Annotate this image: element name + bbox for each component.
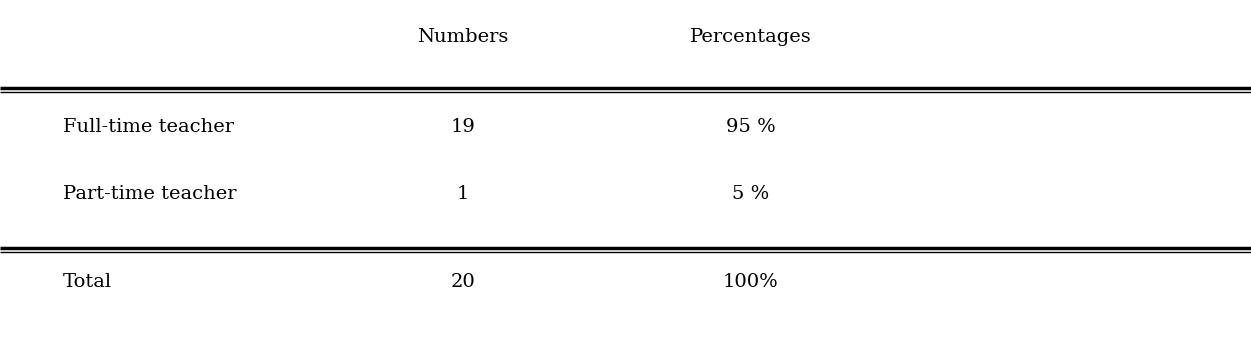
Text: 5 %: 5 % [732, 185, 769, 203]
Text: Total: Total [63, 273, 111, 291]
Text: 20: 20 [450, 273, 475, 291]
Text: 19: 19 [450, 118, 475, 136]
Text: Percentages: Percentages [689, 28, 812, 46]
Text: Numbers: Numbers [417, 28, 509, 46]
Text: 1: 1 [457, 185, 469, 203]
Text: 100%: 100% [723, 273, 778, 291]
Text: Part-time teacher: Part-time teacher [63, 185, 236, 203]
Text: Full-time teacher: Full-time teacher [63, 118, 234, 136]
Text: 95 %: 95 % [726, 118, 776, 136]
